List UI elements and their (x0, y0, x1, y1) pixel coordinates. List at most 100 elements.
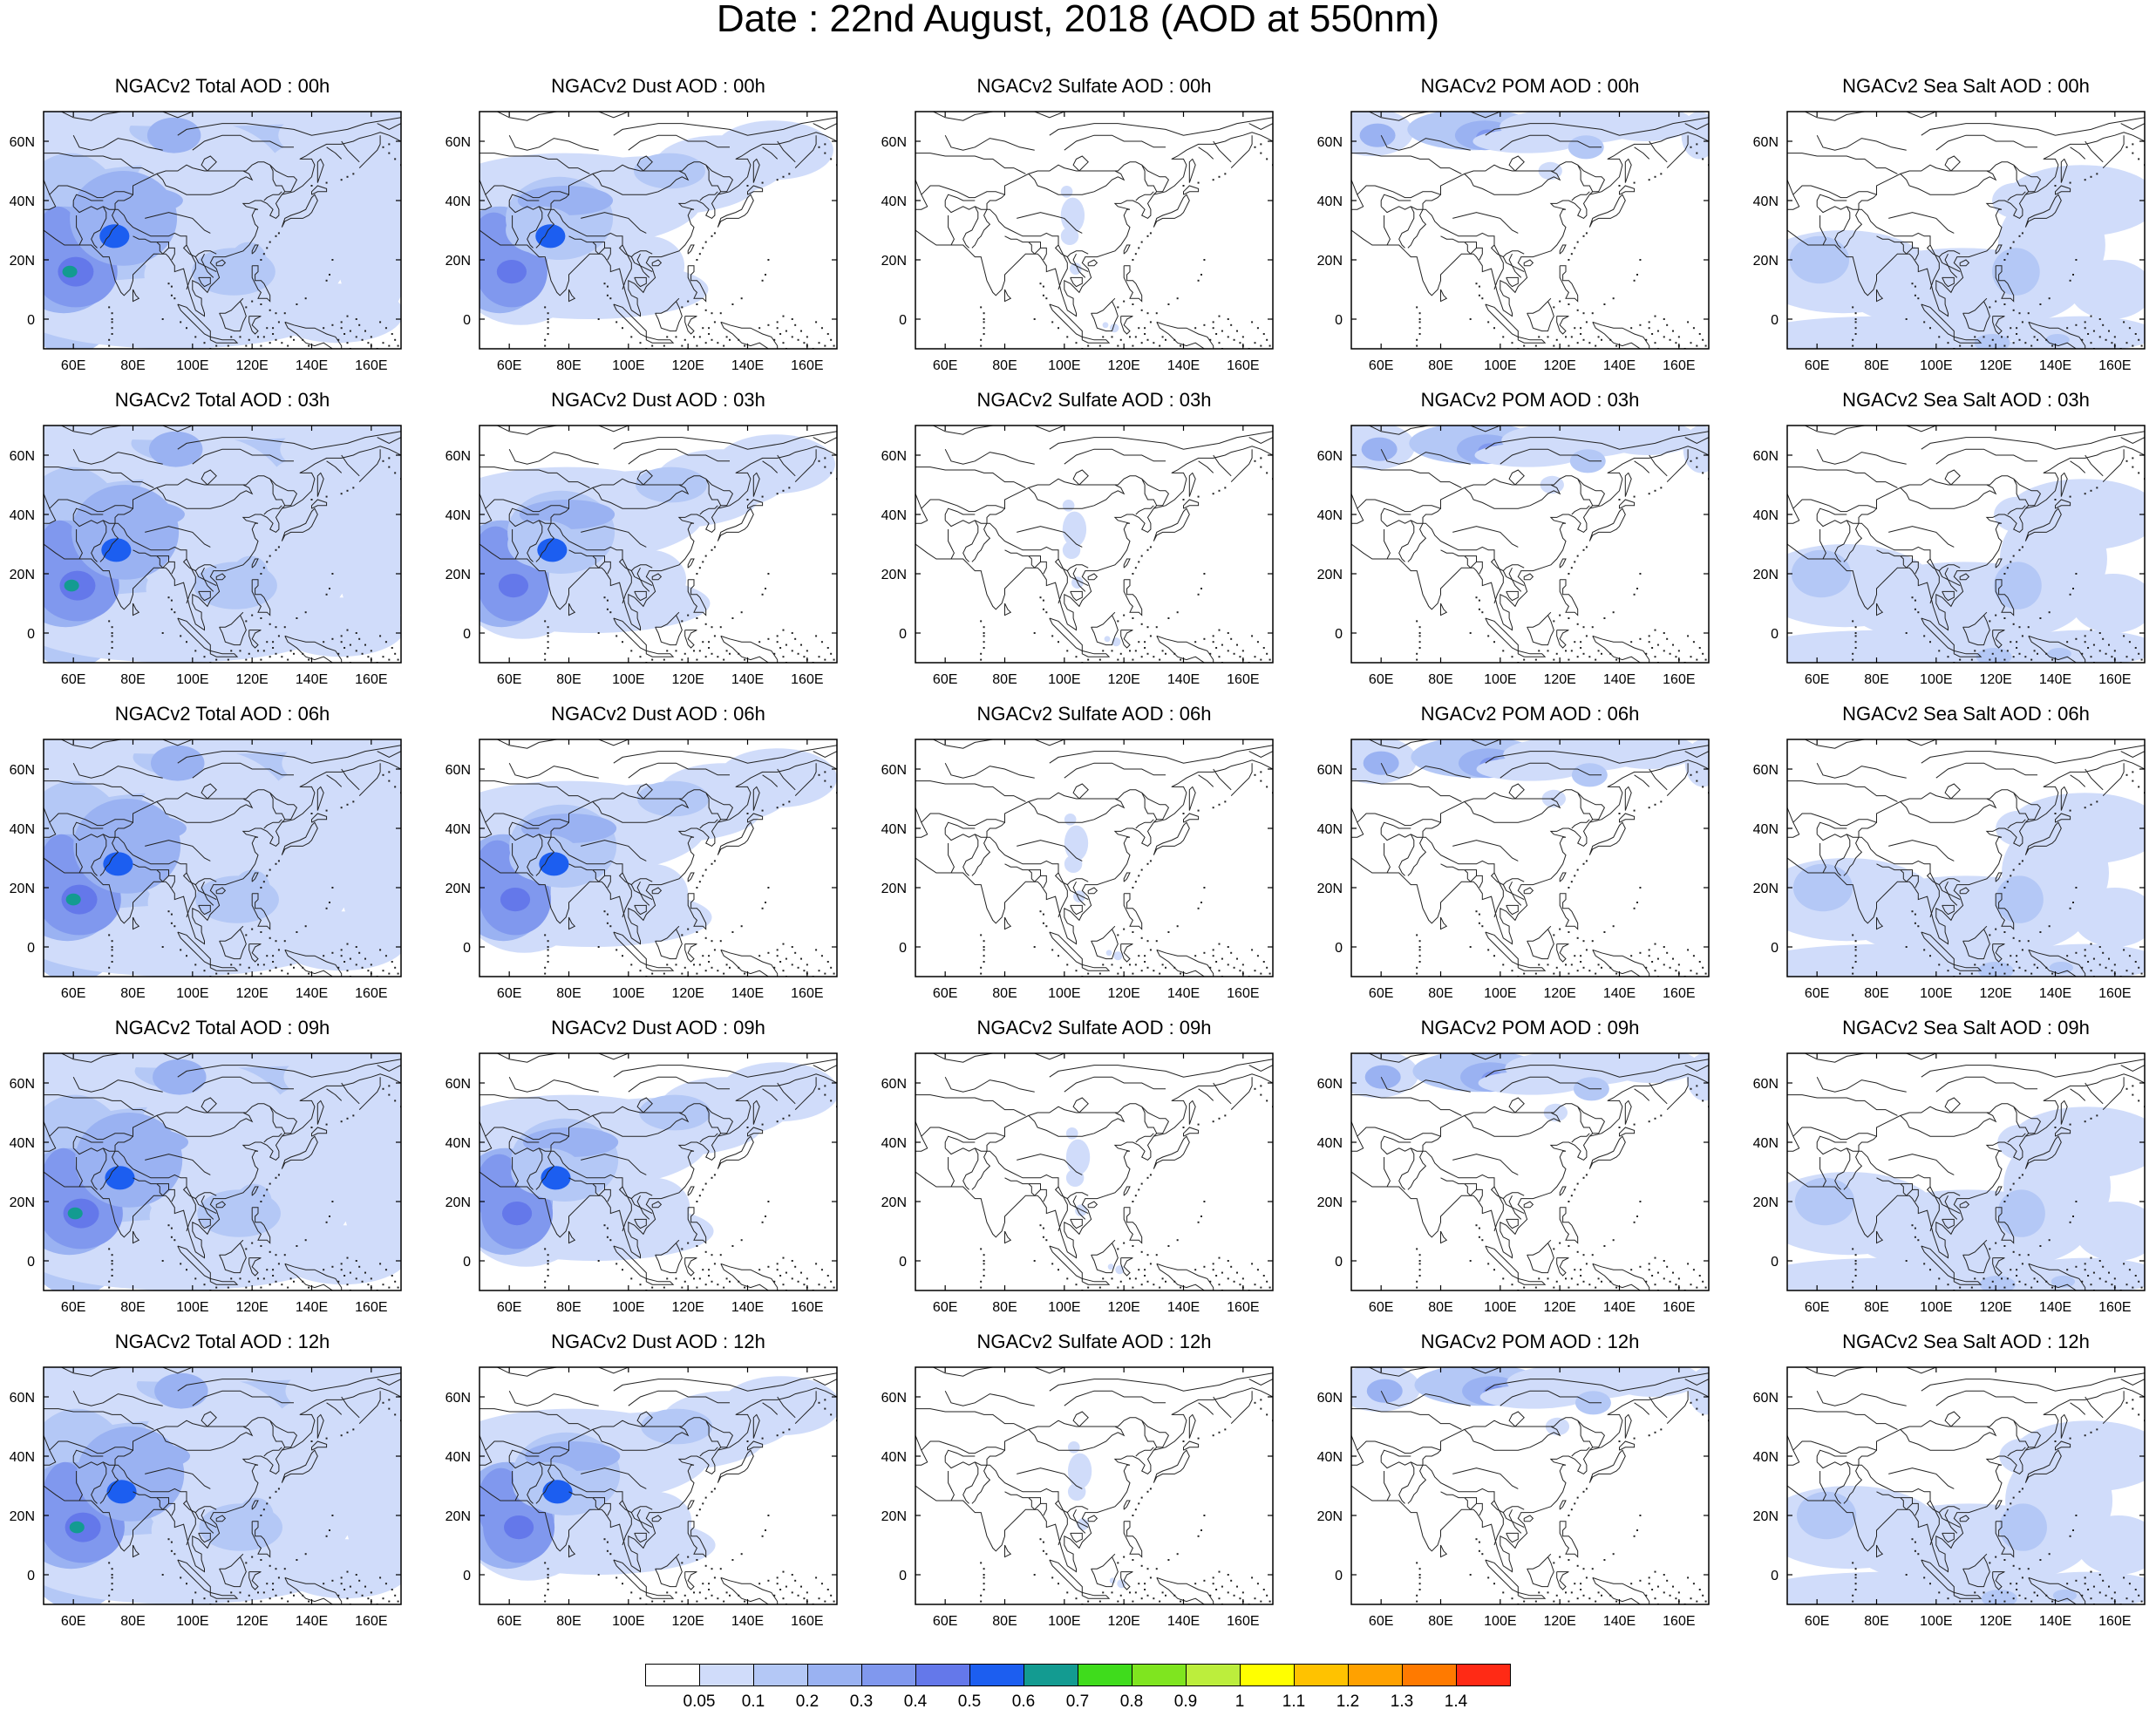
island (293, 652, 295, 655)
coastline (948, 843, 955, 874)
island (1087, 1286, 1090, 1289)
x-tick-label: 60E (1369, 986, 1393, 1001)
island (2030, 972, 2033, 975)
island (384, 1269, 387, 1271)
island (1696, 344, 1698, 347)
coastline (1183, 499, 1200, 509)
coastline (794, 763, 817, 796)
coastline (1028, 484, 1126, 509)
island (2051, 658, 2054, 661)
coastline (156, 170, 254, 195)
coastline (944, 194, 976, 207)
island (2021, 860, 2023, 862)
island (1256, 955, 1259, 957)
island (1692, 955, 1695, 957)
aod-region (275, 911, 401, 971)
island (355, 1277, 357, 1280)
coastline (1921, 1059, 2145, 1078)
island (1639, 1515, 1642, 1516)
island (1597, 964, 1600, 966)
coastline (1992, 943, 2005, 963)
colorbar-swatch (807, 1664, 862, 1686)
panel-title: NGACv2 POM AOD : 06h (1420, 703, 1640, 725)
island (1254, 1087, 1256, 1090)
coastline (592, 1426, 690, 1451)
island (1418, 318, 1421, 320)
coastline (1888, 1154, 1955, 1175)
island (1654, 1431, 1656, 1433)
island (1698, 647, 1701, 649)
island (776, 1434, 779, 1437)
aod-region (1060, 186, 1073, 198)
island (388, 1085, 391, 1087)
coastline (1929, 1177, 1940, 1232)
island (1251, 949, 1254, 951)
island (983, 1574, 985, 1576)
coastline (1452, 526, 1519, 548)
island (266, 1269, 269, 1271)
island (1576, 241, 1579, 243)
island (2075, 1515, 2078, 1516)
island (729, 338, 731, 341)
island (1854, 1260, 1857, 1262)
island (2084, 807, 2086, 809)
colorbar-label: 0.05 (683, 1692, 716, 1711)
island (2092, 1585, 2095, 1588)
x-tick-label: 60E (1805, 986, 1829, 1001)
island (1236, 644, 1238, 646)
coastline (209, 1591, 239, 1599)
island (161, 318, 164, 320)
y-tick-label: 60N (445, 449, 471, 464)
coastline (156, 242, 169, 255)
island (1153, 1597, 1155, 1600)
island (1639, 637, 1642, 640)
coastline (215, 1515, 227, 1522)
island (2132, 1085, 2134, 1087)
aod-region (75, 1113, 183, 1208)
island (791, 632, 793, 634)
coastline (1592, 1263, 1650, 1290)
coastline (777, 1396, 796, 1419)
coastline (1500, 762, 1602, 779)
island (260, 931, 262, 933)
coastline (944, 834, 1089, 886)
island (269, 1496, 271, 1499)
island (1161, 650, 1164, 652)
island (2132, 658, 2134, 661)
y-tick-label: 60N (445, 763, 471, 778)
y-tick-label: 40N (1753, 194, 1779, 209)
island (275, 1280, 277, 1283)
island (277, 635, 280, 637)
island (2138, 786, 2140, 788)
island (340, 1120, 343, 1123)
island (1989, 1286, 1991, 1289)
island (1487, 635, 1490, 637)
island (1051, 635, 1054, 637)
map-panel-dust-3: NGACv2 Dust AOD : 09h 60E 80E 100E 120E 140E 1… (445, 1018, 838, 1315)
x-tick-label: 160E (355, 1614, 387, 1629)
island (731, 931, 734, 933)
island (1416, 1600, 1418, 1603)
island (2081, 1280, 2084, 1283)
x-tick-label: 80E (1864, 986, 1888, 1001)
island (1511, 342, 1513, 344)
island (2012, 1564, 2015, 1567)
coastline (622, 1491, 632, 1546)
island (2090, 1570, 2092, 1573)
island (2102, 1579, 2105, 1582)
coastline (1944, 253, 1961, 273)
island (1651, 961, 1654, 963)
island (1651, 647, 1654, 649)
island (1639, 323, 1642, 326)
coastline (91, 1461, 107, 1504)
map-frame (479, 111, 838, 350)
coastline (512, 1471, 519, 1502)
coastline (1123, 579, 1143, 616)
coastline (1843, 1464, 1863, 1504)
coastline (1476, 247, 1483, 261)
coastline (1384, 529, 1391, 560)
island (1568, 259, 1570, 261)
island (1854, 1574, 1857, 1576)
island (1132, 1286, 1134, 1289)
island (1603, 617, 1606, 619)
